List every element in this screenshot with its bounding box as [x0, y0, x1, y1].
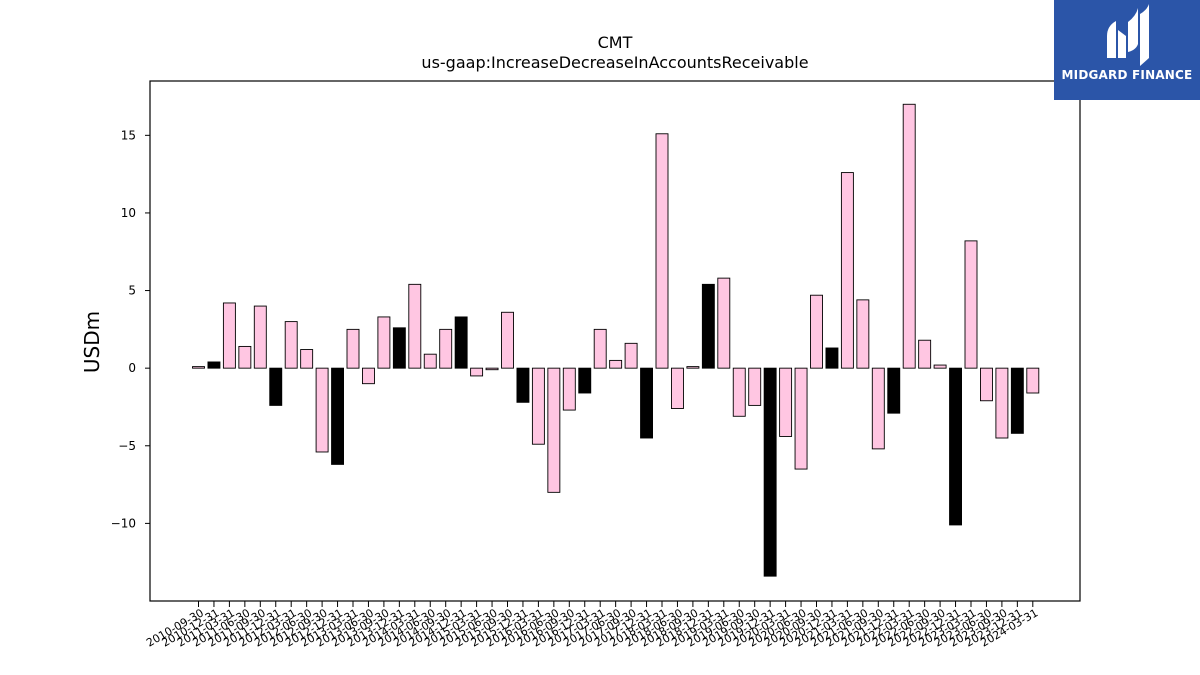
y-tick-label: −5 [118, 439, 136, 453]
bar-2022-03-31 [902, 103, 916, 369]
x-axis-ticks: 2010-09-302010-12-312011-03-312011-06-30… [144, 601, 1040, 650]
bar-2013-12-31 [392, 327, 406, 369]
bar-2014-03-31 [408, 283, 422, 369]
bar-2021-12-31 [887, 367, 901, 414]
midgard-finance-logo: MIDGARD FINANCE [1054, 0, 1200, 100]
bar-2014-09-30 [439, 328, 453, 369]
bar-2010-12-31 [207, 361, 221, 369]
bar-2017-06-30 [609, 359, 623, 369]
bar-2019-06-30 [732, 367, 746, 417]
y-tick-label: 10 [121, 206, 136, 220]
bar-2015-09-30 [501, 311, 514, 369]
bar-2021-06-30 [856, 299, 870, 369]
bar-2024-03-31 [1026, 367, 1040, 394]
bar-2015-03-31 [470, 367, 484, 377]
y-tick-label: 15 [121, 128, 136, 142]
bar-2019-09-30 [748, 367, 762, 406]
bar-2018-03-31 [655, 133, 669, 369]
logo-text: MIDGARD FINANCE [1061, 68, 1193, 82]
bar-2023-03-31 [964, 240, 978, 369]
y-tick-label: 0 [128, 361, 136, 375]
bar-2013-09-30 [377, 316, 391, 369]
bar-2020-06-30 [794, 367, 808, 470]
plot-frame [149, 80, 1081, 602]
bar-2015-06-30 [485, 367, 499, 371]
bar-2017-03-31 [593, 328, 607, 369]
bar-2018-06-30 [671, 367, 684, 409]
bar-2020-09-30 [810, 294, 823, 369]
bar-2013-03-31 [346, 328, 360, 369]
bar-2014-06-30 [423, 353, 437, 369]
bar-2010-09-30 [192, 366, 205, 369]
bar-2021-09-30 [871, 367, 885, 450]
bar-2017-12-31 [640, 367, 653, 439]
y-tick-label: −10 [111, 516, 136, 530]
bar-2023-12-31 [1010, 367, 1024, 434]
bar-2011-12-31 [269, 367, 283, 406]
bar-2013-06-30 [362, 367, 375, 385]
midgard-logo-icon [1107, 4, 1149, 66]
bar-2022-06-30 [918, 339, 932, 369]
bar-2011-03-31 [222, 302, 236, 369]
bar-2021-03-31 [840, 172, 854, 369]
bar-2016-09-30 [562, 367, 576, 411]
bar-2012-03-31 [284, 321, 298, 369]
bar-2016-06-30 [547, 367, 561, 493]
bar-2017-09-30 [624, 342, 638, 369]
bar-2014-12-31 [454, 316, 468, 369]
bar-2020-12-31 [825, 347, 839, 369]
y-axis-ticks: −10 −5 0 5 10 15 [111, 128, 150, 530]
bar-2018-09-30 [686, 366, 700, 369]
bars-group [192, 103, 1040, 577]
bar-2012-09-30 [315, 367, 329, 453]
bar-2023-09-30 [995, 367, 1009, 439]
bar-2016-12-31 [578, 367, 592, 394]
bar-2012-06-30 [300, 349, 314, 369]
bar-2015-12-31 [516, 367, 530, 403]
bar-2022-09-30 [933, 364, 947, 369]
bar-2011-09-30 [253, 305, 267, 369]
bar-2018-12-31 [701, 283, 715, 369]
y-tick-label: 5 [128, 284, 136, 298]
bar-2019-03-31 [717, 277, 731, 369]
bar-2020-03-31 [779, 367, 793, 437]
bar-2022-12-31 [949, 367, 962, 526]
bar-2016-03-31 [531, 367, 545, 445]
bar-2012-12-31 [331, 367, 344, 465]
bar-2019-12-31 [763, 367, 777, 577]
chart-subtitle: us-gaap:IncreaseDecreaseInAccountsReceiv… [421, 53, 808, 72]
bar-2023-06-30 [980, 367, 993, 402]
bar-2011-06-30 [238, 345, 252, 369]
y-axis-label: USDm [80, 311, 104, 373]
chart-title: CMT [598, 33, 633, 52]
